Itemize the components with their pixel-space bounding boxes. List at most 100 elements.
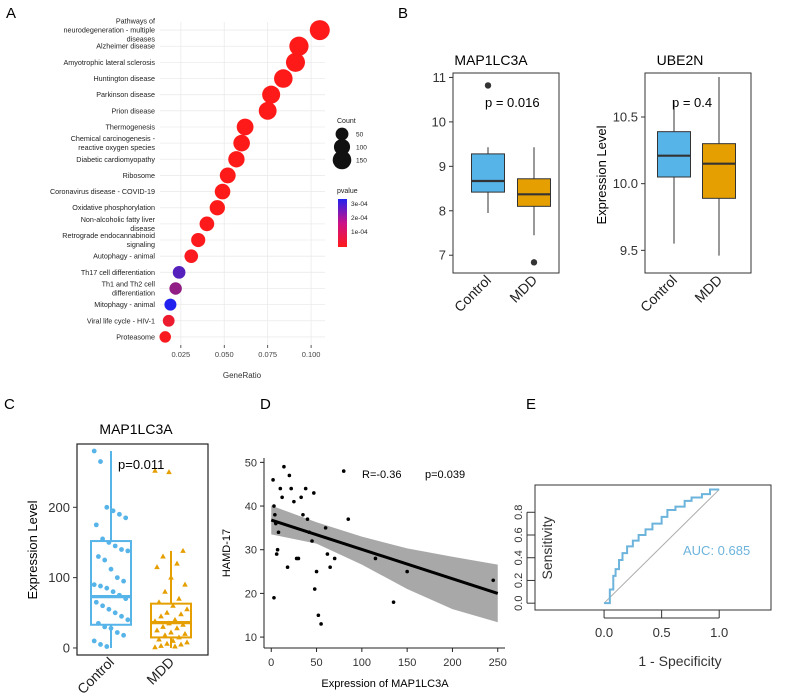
control-point <box>93 599 99 605</box>
x-tick-label: 0 <box>268 657 274 669</box>
mdd-point <box>184 639 190 645</box>
panel-c-pvalue: p=0.011 <box>118 457 164 472</box>
enrichment-dot <box>274 69 293 88</box>
mdd-point <box>178 611 184 617</box>
panel-c-y-axis-label: Expression Level <box>25 500 40 599</box>
confidence-band <box>271 505 498 623</box>
panel-c-x-labels: Control MDD <box>74 654 177 697</box>
category-label: Pathways of neurodegeneration - multiple d… <box>63 17 155 44</box>
data-point <box>341 469 346 473</box>
pvalue-legend-label: 2e-04 <box>351 215 368 222</box>
control-point <box>98 583 103 589</box>
data-point <box>301 512 305 517</box>
panel-b-right: UBE2N 9.5 10.0 10.5 p = 0.4 Expression Lev… <box>594 52 752 315</box>
data-point <box>272 595 276 600</box>
box <box>657 131 691 178</box>
panel-a-plot-bg <box>160 22 325 345</box>
enrichment-dot <box>169 282 182 295</box>
panel-label-a: A <box>6 5 16 22</box>
box <box>517 178 551 207</box>
panel-c-boxes <box>90 451 192 648</box>
y-tick-label: 10.5 <box>613 110 638 125</box>
control-point <box>91 582 97 588</box>
category-label: Thermogenesis <box>105 122 155 131</box>
category-label-line: Thermogenesis <box>105 122 155 131</box>
x-tick-label: 100 <box>353 657 371 669</box>
mdd-point <box>180 547 186 553</box>
enrichment-dot <box>262 85 281 104</box>
x-tick-label: 1.0 <box>710 625 728 640</box>
x-tick-label: 0.075 <box>258 350 277 359</box>
y-tick-label: 40 <box>245 501 257 513</box>
x-tick-label: 0.0 <box>595 625 613 640</box>
enrichment-dot <box>162 314 175 327</box>
control-point <box>114 630 120 635</box>
y-tick-label: 0.2 <box>513 573 525 588</box>
mdd-point <box>174 560 180 566</box>
enrichment-dot <box>164 298 177 311</box>
data-point <box>346 517 351 521</box>
x-category-label: Control <box>637 272 680 315</box>
panel-e-diagonal <box>603 489 720 604</box>
control-point <box>106 606 112 612</box>
mdd-point <box>176 634 182 640</box>
category-label-line: Non-alcoholic fatty liver <box>81 215 156 224</box>
box <box>150 602 192 639</box>
enrichment-dot <box>159 331 171 343</box>
category-label: Diabetic cardiomyopathy <box>76 155 155 164</box>
mdd-point <box>162 588 168 594</box>
panel-b-right-frame <box>644 72 752 274</box>
panel-b-left-title: MAP1LC3A <box>454 52 528 68</box>
control-point <box>125 548 131 554</box>
mdd-point <box>168 629 174 635</box>
count-legend-dot <box>333 138 351 156</box>
x-category-label: Control <box>451 272 494 315</box>
mdd-point <box>180 621 186 627</box>
data-point <box>312 491 316 495</box>
data-point <box>307 530 312 535</box>
panel-e-x-axis-label: 1 - Specificity <box>638 653 721 669</box>
mdd-point <box>160 623 166 629</box>
y-tick-label: 0.8 <box>513 505 525 520</box>
data-point <box>278 486 283 491</box>
category-label: Th17 cell differentiation <box>81 268 155 277</box>
data-point <box>273 512 277 517</box>
mdd-point <box>172 643 178 649</box>
category-label-line: Ribosome <box>123 171 155 180</box>
x-tick-label: 200 <box>443 657 461 669</box>
diagonal-line <box>603 489 720 604</box>
roc-curve <box>604 488 720 605</box>
control-point <box>93 522 99 528</box>
panel-d-x-axis-label: Expression of MAP1LC3A <box>321 678 449 690</box>
category-label: Prion disease <box>111 106 155 115</box>
data-point <box>373 556 378 561</box>
control-point <box>110 589 116 595</box>
mdd-point <box>168 574 174 580</box>
panel-b-left: MAP1LC3A 7 8 9 10 11 p = 0.016 Control MDD <box>432 52 560 315</box>
category-label-line: Parkinson disease <box>96 90 155 99</box>
category-label: Coronavirus disease - COVID-19 <box>50 187 155 196</box>
control-point <box>96 620 101 626</box>
panel-b-left-pvalue: p = 0.016 <box>485 95 540 110</box>
panel-b-right-x-labels: Control MDD <box>637 272 725 315</box>
y-tick-label: 200 <box>48 500 70 515</box>
panel-a-grid <box>160 22 325 345</box>
control-point <box>108 566 114 572</box>
panel-b-left-y-ticks: 7 8 9 10 11 <box>432 70 453 263</box>
category-label-line: disease <box>130 224 155 233</box>
data-point <box>391 600 396 604</box>
enrichment-dot <box>309 20 330 41</box>
control-point <box>98 459 103 464</box>
panel-label-e: E <box>526 396 536 413</box>
category-label-line: Autophagy - animal <box>93 252 155 261</box>
panel-e-frame <box>534 484 772 611</box>
panel-c-points <box>91 448 190 650</box>
y-tick-label: 0 <box>63 640 70 655</box>
data-point <box>328 565 332 569</box>
data-point <box>274 552 279 556</box>
data-point <box>292 499 296 504</box>
panel-label-d: D <box>260 396 271 413</box>
mdd-point <box>164 609 170 615</box>
enrichment-dot <box>233 134 250 152</box>
y-tick-label: 50 <box>245 457 257 469</box>
